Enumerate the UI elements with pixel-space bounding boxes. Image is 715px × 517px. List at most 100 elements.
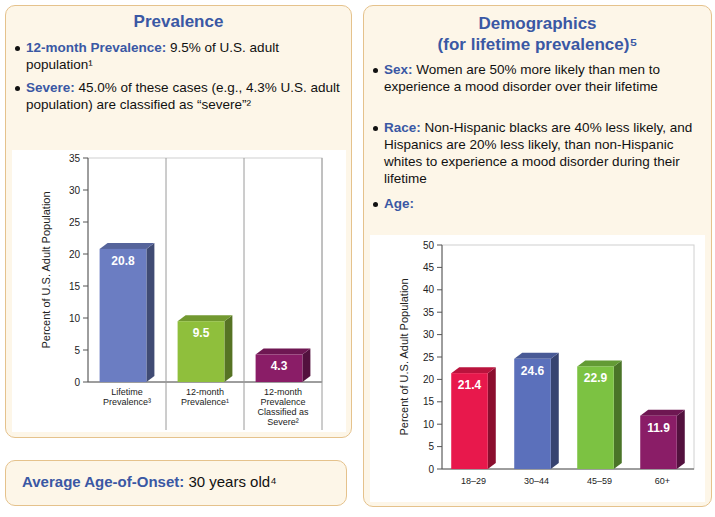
plot-frame — [442, 245, 694, 469]
bullet-dot — [15, 46, 20, 51]
bullet-label: 12-month Prevalence: — [26, 40, 166, 55]
data-label: 21.4 — [458, 378, 482, 392]
chart: 05101520253035404550Percent of U.S. Adul… — [370, 235, 705, 502]
x-tick-label: 18–29 — [461, 476, 486, 486]
label-line: Prevalence³ — [103, 397, 151, 407]
label-line: Lifetime — [111, 387, 143, 397]
bar-side — [677, 410, 685, 469]
y-tick-label: 40 — [423, 284, 435, 295]
y-axis-label: Percent of U.S. Adult Population — [40, 191, 52, 348]
onset-text: Average Age-of-Onset: 30 years old⁴ — [22, 473, 277, 491]
category-separator — [166, 158, 167, 430]
y-tick — [437, 289, 442, 290]
x-tick-label: 12-monthPrevalenceClassified asSevere² — [257, 387, 309, 427]
bullet: Sex: Women are 50% more likely than men … — [384, 61, 702, 95]
onset-value: 30 years old⁴ — [188, 473, 276, 490]
onset-label: Average Age-of-Onset: — [22, 473, 184, 490]
bar — [100, 249, 147, 382]
x-tick-label: 60+ — [655, 476, 670, 486]
charts: 05101520253035Percent of U.S. Adult Popu… — [0, 0, 715, 517]
y-tick-label: 0 — [74, 377, 80, 388]
y-tick-label: 35 — [423, 307, 435, 318]
bar-side — [146, 243, 154, 382]
y-tick — [437, 312, 442, 313]
bullet-dot — [373, 68, 378, 73]
bar — [256, 354, 303, 382]
y-tick — [437, 424, 442, 425]
data-labels: 20.89.54.3 — [111, 254, 287, 374]
y-tick-label: 20 — [69, 249, 81, 260]
y-tick — [83, 222, 88, 223]
y-tick — [437, 401, 442, 402]
y-tick — [437, 357, 442, 358]
y-tick-label: 30 — [69, 185, 81, 196]
bar-top — [577, 360, 622, 366]
y-tick — [437, 267, 442, 268]
label-line: Classified as — [257, 407, 309, 417]
y-tick-label: 25 — [423, 352, 435, 363]
y-tick-label: 15 — [423, 396, 435, 407]
label-line: Prevalence — [260, 397, 305, 407]
bullet: 12-month Prevalence: 9.5% of U.S. adult … — [26, 39, 344, 73]
bar-top — [100, 243, 155, 249]
y-tick — [83, 350, 88, 351]
chart-background — [370, 235, 705, 502]
y-tick-label: 10 — [423, 419, 435, 430]
bullet-label: Age: — [384, 196, 414, 211]
bullet: Age: — [384, 195, 702, 212]
data-label: 4.3 — [271, 359, 288, 373]
bar — [640, 416, 677, 469]
label-line: 12-month — [186, 387, 224, 397]
x-tick-label: 12-monthPrevalence¹ — [181, 387, 229, 407]
y-tick-label: 20 — [423, 374, 435, 385]
bar — [178, 321, 225, 382]
y-tick — [83, 158, 88, 159]
bar-side — [488, 367, 496, 469]
y-tick — [437, 379, 442, 380]
onset-panel: Average Age-of-Onset: 30 years old⁴ — [5, 460, 347, 506]
data-labels: 21.424.622.911.9 — [458, 364, 670, 435]
y-axis — [88, 158, 89, 382]
bar-side — [224, 315, 232, 382]
bar-top — [640, 410, 685, 416]
panel-title: Demographics — [364, 14, 711, 34]
y-axis-label: Percent of U.S. Adult Population — [398, 278, 410, 435]
panel-title: Prevalence — [6, 12, 351, 32]
y-tick — [83, 318, 88, 319]
label-line: 12-month — [264, 387, 302, 397]
y-tick — [83, 286, 88, 287]
label-line: 30–44 — [524, 476, 549, 486]
y-tick — [437, 446, 442, 447]
y-tick — [437, 334, 442, 335]
category-separator — [244, 158, 245, 430]
bars — [100, 243, 311, 382]
y-tick — [83, 382, 88, 383]
bar — [577, 366, 614, 469]
bar-side — [551, 353, 559, 469]
y-tick-label: 15 — [69, 281, 81, 292]
plot-frame — [88, 158, 322, 382]
y-tick — [437, 469, 442, 470]
data-label: 9.5 — [193, 326, 210, 340]
y-axis — [442, 245, 443, 469]
bar-top — [178, 315, 233, 321]
bar-top — [514, 353, 559, 359]
bullet-label: Severe: — [26, 80, 75, 95]
data-label: 24.6 — [521, 364, 545, 378]
panel-title: (for lifetime prevalence)⁵ — [364, 35, 711, 55]
y-tick-label: 50 — [423, 240, 435, 251]
y-tick — [437, 245, 442, 246]
bullet-dot — [373, 126, 378, 131]
bullet: Race: Non-Hispanic blacks are 40% less l… — [384, 119, 702, 187]
category-separator — [322, 158, 323, 430]
bar — [514, 359, 551, 469]
y-tick-label: 35 — [69, 153, 81, 164]
y-tick — [83, 254, 88, 255]
y-tick-label: 10 — [69, 313, 81, 324]
y-tick-label: 45 — [423, 262, 435, 273]
bullet-dot — [373, 202, 378, 207]
data-label: 11.9 — [647, 421, 670, 435]
bars — [451, 353, 685, 469]
label-line: 45–59 — [587, 476, 612, 486]
y-tick-label: 25 — [69, 217, 81, 228]
